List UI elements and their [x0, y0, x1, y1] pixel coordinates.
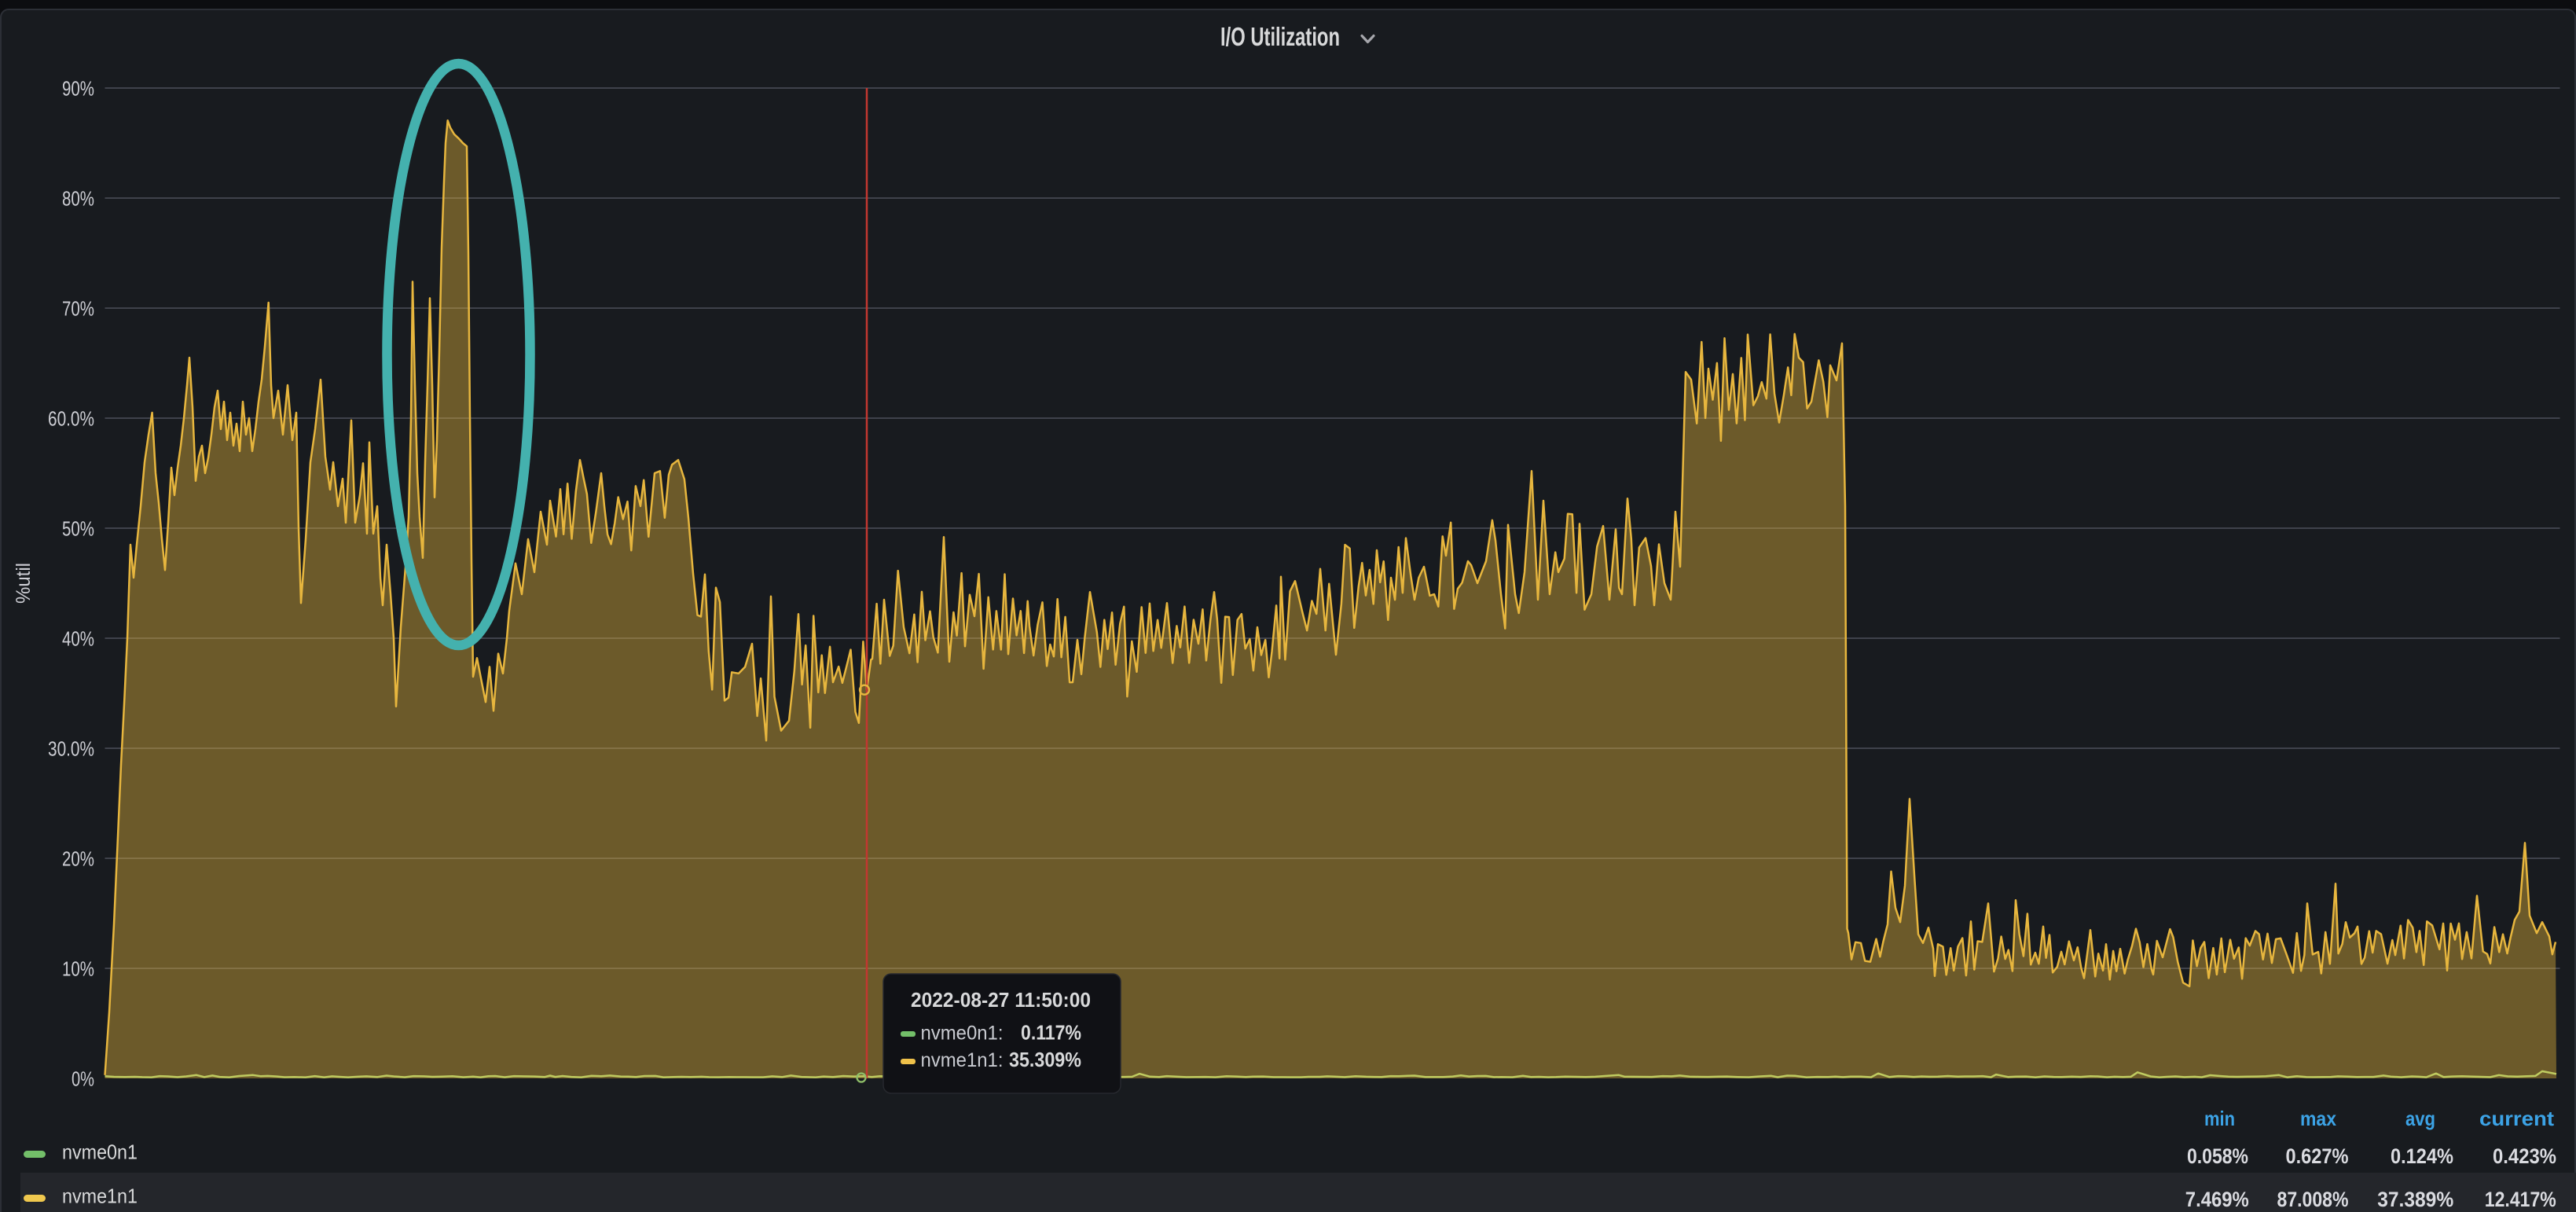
svg-text:35.309%: 35.309% — [1009, 1048, 1081, 1071]
svg-text:90%: 90% — [62, 77, 94, 101]
svg-text:nvme1n1:: nvme1n1: — [921, 1049, 1004, 1071]
svg-text:0%: 0% — [72, 1067, 94, 1091]
svg-text:0.627%: 0.627% — [2286, 1144, 2349, 1168]
svg-text:70%: 70% — [62, 297, 94, 321]
svg-text:nvme1n1: nvme1n1 — [62, 1184, 138, 1208]
svg-text:40%: 40% — [62, 627, 94, 651]
svg-text:nvme0n1: nvme0n1 — [62, 1140, 138, 1164]
svg-text:60.0%: 60.0% — [48, 407, 94, 431]
svg-text:I/O Utilization: I/O Utilization — [1220, 22, 1340, 51]
svg-text:max: max — [2300, 1107, 2336, 1130]
svg-text:0.423%: 0.423% — [2493, 1144, 2556, 1168]
svg-text:nvme0n1:: nvme0n1: — [921, 1023, 1004, 1045]
svg-text:min: min — [2204, 1107, 2235, 1130]
svg-text:12.417%: 12.417% — [2485, 1188, 2556, 1211]
svg-text:87.008%: 87.008% — [2277, 1188, 2349, 1211]
svg-text:current: current — [2479, 1107, 2554, 1130]
svg-text:%util: %util — [13, 563, 35, 604]
svg-text:50%: 50% — [62, 517, 94, 541]
svg-text:2022-08-27 11:50:00: 2022-08-27 11:50:00 — [911, 988, 1091, 1012]
svg-text:0.058%: 0.058% — [2187, 1144, 2248, 1168]
svg-text:37.389%: 37.389% — [2377, 1188, 2453, 1211]
svg-text:20%: 20% — [62, 847, 94, 871]
svg-text:0.117%: 0.117% — [1021, 1021, 1081, 1045]
svg-text:avg: avg — [2405, 1107, 2435, 1130]
svg-text:80%: 80% — [62, 187, 94, 211]
svg-text:30.0%: 30.0% — [48, 737, 94, 761]
svg-text:0.124%: 0.124% — [2391, 1144, 2453, 1168]
svg-text:10%: 10% — [62, 957, 94, 981]
svg-text:7.469%: 7.469% — [2185, 1188, 2249, 1211]
